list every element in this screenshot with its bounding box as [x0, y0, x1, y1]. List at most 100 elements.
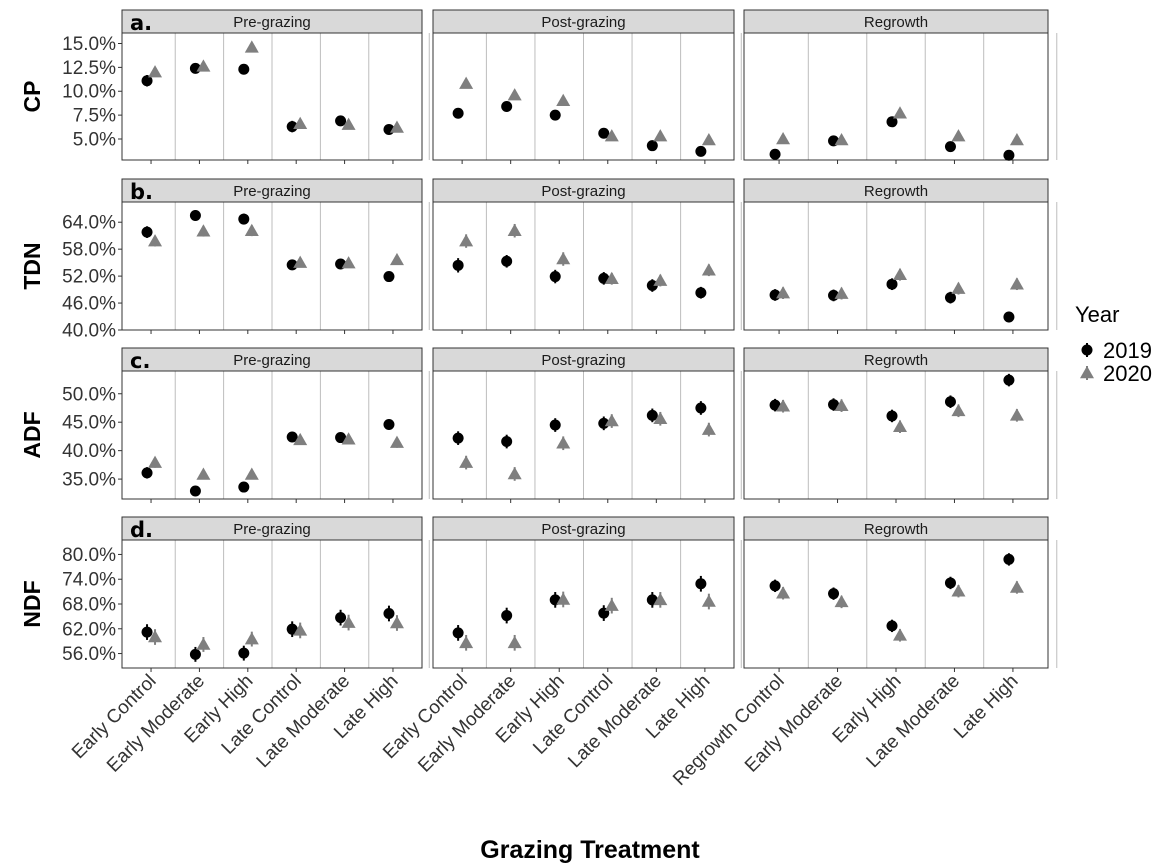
- row-cp: CP 5.0%7.5% 10.0% 12.5% 15.0% Pre-grazing a. Po…: [19, 9, 1058, 164]
- point-2020: [244, 467, 259, 480]
- panels-layer: CP 5.0%7.5% 10.0% 12.5% 15.0% Pre-grazing a. Po…: [19, 9, 1058, 672]
- facet-label: Regrowth: [864, 14, 928, 31]
- panel-tag: c.: [130, 349, 150, 373]
- point-2019: [549, 419, 561, 431]
- y-tick-label: 52.0%: [62, 267, 116, 288]
- point-2019: [886, 278, 898, 290]
- y-tick-label: 58.0%: [62, 240, 116, 261]
- point-2020: [834, 594, 849, 608]
- point-2020: [148, 455, 163, 468]
- point-2020: [389, 252, 404, 266]
- point-2019: [769, 148, 781, 160]
- point-2020: [459, 76, 474, 89]
- facet-label: Pre-grazing: [233, 14, 311, 31]
- panel-border: [432, 370, 735, 500]
- point-2019: [141, 75, 153, 87]
- point-2019: [141, 626, 153, 638]
- point-2020: [776, 286, 791, 299]
- y-axis-label: TDN: [19, 242, 45, 289]
- point-2020: [556, 592, 571, 605]
- legend-label-2019: 2019: [1103, 338, 1152, 363]
- point-2020: [293, 116, 308, 129]
- point-2019: [549, 271, 561, 283]
- panel-pre-grazing: Pre-grazing c.: [121, 347, 430, 503]
- point-2020: [834, 132, 849, 146]
- y-tick-label: 5.0%: [73, 129, 116, 150]
- y-tick-label: 40.0%: [62, 441, 116, 462]
- point-2019: [695, 402, 707, 414]
- point-2020: [1009, 277, 1024, 290]
- point-2020: [459, 234, 474, 247]
- point-2020: [341, 432, 356, 445]
- point-2020: [893, 419, 907, 433]
- panel-background: [744, 371, 1048, 499]
- facet-label: Regrowth: [864, 521, 928, 538]
- y-axis-label: CP: [19, 81, 45, 113]
- facet-label: Regrowth: [864, 183, 928, 200]
- point-2019: [944, 292, 956, 304]
- panel-border: [432, 32, 735, 161]
- point-2019: [383, 418, 395, 430]
- point-2020: [653, 592, 668, 606]
- point-2020: [951, 584, 966, 597]
- legend-key-2019: [1081, 344, 1093, 356]
- point-2020: [244, 632, 259, 645]
- point-2019: [141, 467, 153, 479]
- y-tick-label: 56.0%: [62, 644, 116, 665]
- point-2020: [556, 436, 571, 449]
- point-2019: [141, 226, 153, 238]
- panel-post-grazing: Post-grazing: [432, 9, 742, 164]
- point-2019: [1003, 149, 1015, 161]
- point-2020: [776, 399, 791, 412]
- point-2020: [507, 635, 522, 649]
- point-2020: [951, 403, 966, 417]
- facet-label: Post-grazing: [541, 14, 625, 31]
- point-2020: [293, 255, 308, 268]
- point-2020: [653, 273, 668, 286]
- panel-tag: b.: [130, 180, 153, 204]
- row-tdn: TDN 40.0% 46.0% 52.0% 58.0% 64.0% Pre-grazing b…: [19, 178, 1058, 342]
- panel-post-grazing: Post-grazing: [432, 178, 742, 334]
- point-2020: [244, 40, 259, 53]
- point-2019: [1003, 311, 1015, 323]
- point-2019: [238, 481, 250, 493]
- point-2019: [944, 141, 956, 153]
- point-2019: [383, 271, 395, 283]
- panel-regrowth: Regrowth: [743, 178, 1058, 334]
- point-2020: [507, 466, 522, 480]
- panel-border: [432, 539, 735, 669]
- point-2020: [341, 256, 356, 269]
- point-2020: [148, 234, 163, 247]
- point-2019: [286, 121, 298, 133]
- y-axis-label: NDF: [19, 580, 45, 627]
- point-2019: [1003, 374, 1015, 386]
- y-tick-label: 40.0%: [62, 321, 116, 342]
- point-2019: [549, 109, 561, 121]
- point-2019: [189, 485, 201, 497]
- panel-regrowth: Regrowth: [743, 516, 1058, 672]
- point-2019: [238, 647, 250, 659]
- point-2020: [196, 467, 211, 480]
- point-2019: [452, 627, 464, 639]
- point-2019: [452, 107, 464, 119]
- point-2020: [604, 271, 619, 285]
- panel-border: [121, 32, 423, 161]
- legend-label-2020: 2020: [1103, 361, 1152, 386]
- point-2019: [452, 432, 464, 444]
- panel-regrowth: Regrowth: [743, 347, 1058, 503]
- y-tick-label: 10.0%: [62, 82, 116, 103]
- point-2020: [604, 598, 619, 611]
- panel-background: [744, 202, 1048, 330]
- point-2020: [834, 398, 849, 411]
- point-2020: [701, 422, 716, 435]
- panel-regrowth: Regrowth: [743, 9, 1058, 164]
- y-tick-label: 15.0%: [62, 34, 116, 55]
- point-2020: [556, 93, 571, 107]
- point-2020: [1009, 132, 1024, 146]
- panel-pre-grazing: Pre-grazing b.: [121, 178, 430, 334]
- point-2020: [893, 267, 907, 281]
- y-tick-label: 64.0%: [62, 213, 116, 234]
- facet-label: Post-grazing: [541, 183, 625, 200]
- point-2019: [646, 409, 658, 421]
- point-2020: [148, 630, 163, 643]
